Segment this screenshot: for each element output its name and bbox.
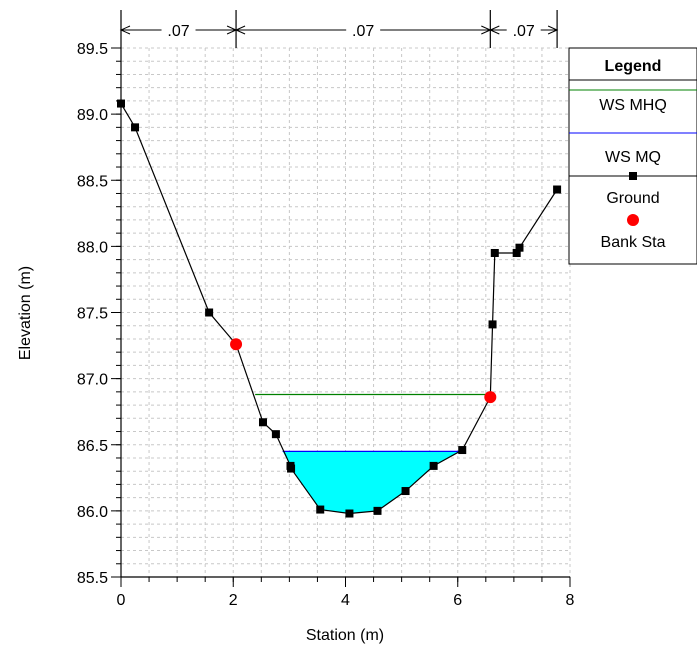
ground-point	[515, 243, 524, 252]
ground-point	[458, 446, 467, 455]
legend-marker-bank-sta	[627, 214, 639, 226]
x-tick-label: 0	[117, 592, 126, 609]
y-tick-label: 85.5	[77, 570, 108, 587]
legend-box	[568, 47, 697, 265]
legend-marker-ground	[629, 172, 637, 180]
legend-label-ws-mhq: WS MHQ	[599, 97, 667, 114]
water-fill-ws-mq	[282, 451, 461, 514]
ground-point	[131, 123, 140, 132]
ground-point	[345, 509, 354, 518]
legend-label-ground: Ground	[606, 190, 659, 207]
y-axis-title: Elevation (m)	[17, 266, 34, 360]
ground-point	[488, 320, 497, 329]
manning-arrowhead-left	[234, 25, 246, 35]
y-tick-label: 87.5	[77, 306, 108, 323]
ground-point	[512, 248, 521, 257]
x-tick-label: 8	[566, 592, 575, 609]
x-tick-label: 6	[453, 592, 462, 609]
ground-point	[373, 506, 382, 515]
y-tick-label: 88.5	[77, 173, 108, 190]
y-tick-label: 89.0	[77, 107, 108, 124]
ground-point	[429, 461, 438, 470]
y-tick-label: 88.0	[77, 239, 108, 256]
manning-arrowhead-left	[119, 25, 131, 35]
ground-point	[553, 185, 562, 194]
manning-n-label: .07	[513, 23, 535, 40]
manning-arrowhead-right	[547, 25, 559, 35]
manning-n-label: .07	[167, 23, 189, 40]
legend-label-ws-mq: WS MQ	[605, 149, 661, 166]
x-axis-title: Station (m)	[306, 627, 384, 644]
ground-point	[287, 464, 296, 473]
ground-point	[316, 505, 325, 514]
bank-station-point	[230, 338, 243, 351]
y-tick-label: 87.0	[77, 372, 108, 389]
legend-label-bank-sta: Bank Sta	[601, 234, 666, 251]
ground-point	[490, 248, 499, 257]
y-tick-label: 86.0	[77, 504, 108, 521]
x-tick-label: 4	[341, 592, 350, 609]
x-tick-label: 2	[229, 592, 238, 609]
ground-layer	[117, 99, 562, 518]
ground-point	[401, 487, 410, 496]
y-tick-label: 86.5	[77, 438, 108, 455]
ground-point	[271, 430, 280, 439]
axes: 0 2 4 6 8 85.5 86.0 86.5 87.0 87.5 88.0 88.5 89.0 89.…	[77, 41, 575, 609]
ground-point	[258, 418, 267, 427]
manning-arrowhead-left	[489, 25, 500, 35]
ground-point	[205, 308, 214, 317]
legend: Legend WS MHQ WS MQ Ground Bank Sta	[568, 47, 697, 265]
ground-line	[120, 103, 558, 515]
manning-n-label: .07	[352, 23, 374, 40]
manning-n-annotations: .07 .07 .07	[119, 10, 559, 48]
bank-station-point	[484, 391, 497, 404]
legend-title: Legend	[605, 58, 662, 75]
water-layer	[255, 393, 491, 514]
y-tick-label: 89.5	[77, 41, 108, 58]
